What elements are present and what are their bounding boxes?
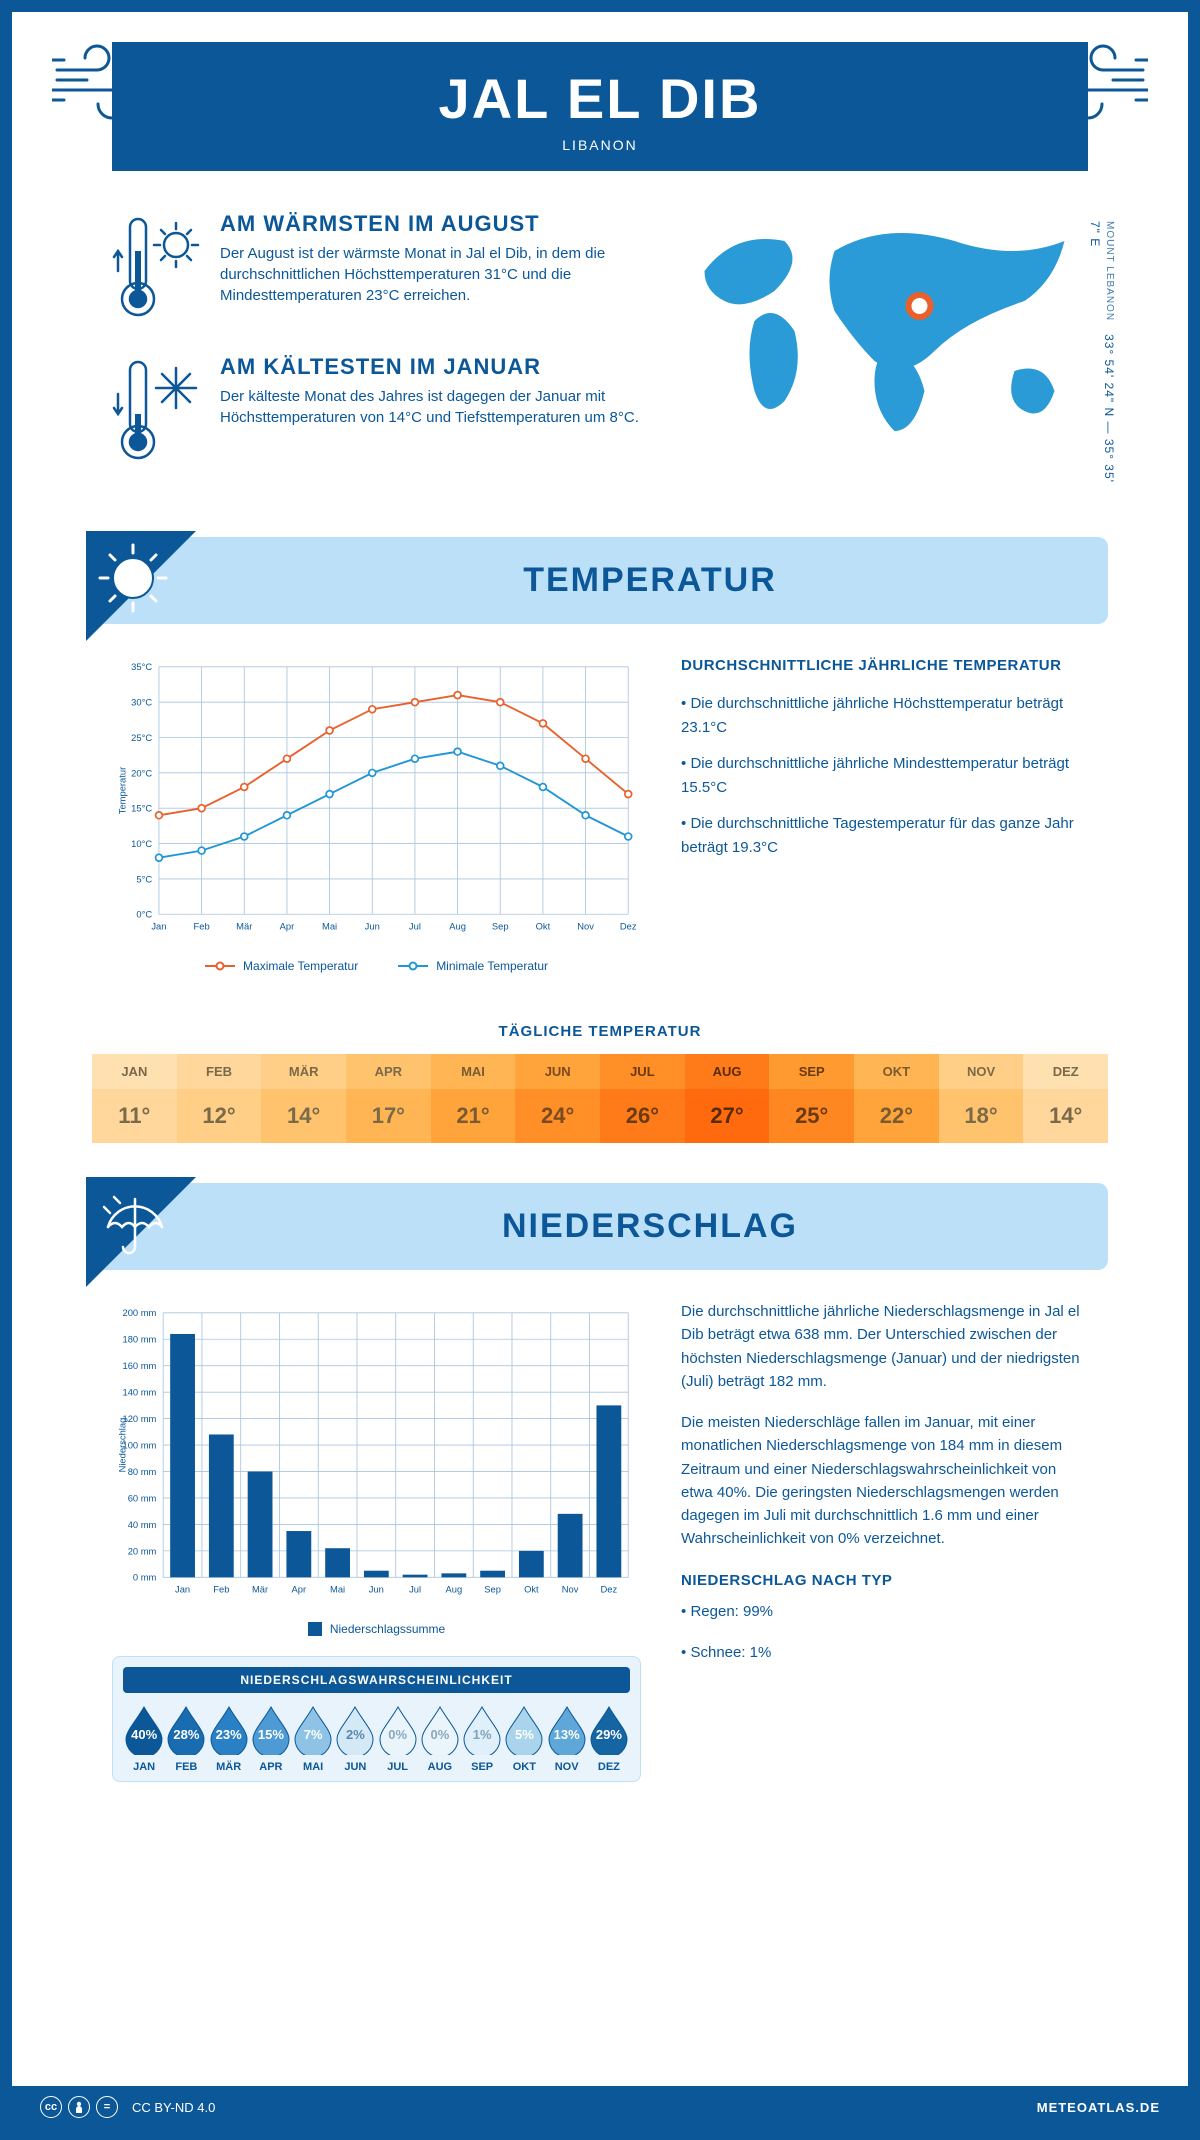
svg-text:160 mm: 160 mm <box>122 1361 156 1371</box>
svg-text:Jan: Jan <box>175 1585 190 1595</box>
svg-text:5°C: 5°C <box>136 874 152 884</box>
rain-prob-drop: 13% NOV <box>546 1705 588 1773</box>
svg-text:Sep: Sep <box>484 1585 501 1595</box>
svg-text:30°C: 30°C <box>131 698 152 708</box>
rain-prob-drop: 5% OKT <box>503 1705 545 1773</box>
svg-text:Okt: Okt <box>536 922 551 932</box>
warmest-text: Der August ist der wärmste Monat in Jal … <box>220 243 641 306</box>
thermometer-cold-icon <box>112 354 202 464</box>
temp-legend: Maximale Temperatur Minimale Temperatur <box>112 959 641 973</box>
svg-text:Sep: Sep <box>492 922 509 932</box>
rain-prob-drop: 0% AUG <box>419 1705 461 1773</box>
svg-text:40 mm: 40 mm <box>128 1520 157 1530</box>
daily-temp-cell: JUL 26° <box>600 1054 685 1143</box>
svg-text:Feb: Feb <box>194 922 210 932</box>
header: JAL EL DIB LIBANON <box>112 42 1088 171</box>
svg-text:0°C: 0°C <box>136 910 152 920</box>
svg-text:Dez: Dez <box>620 922 637 932</box>
footer: cc = CC BY-ND 4.0 METEOATLAS.DE <box>12 2086 1188 2128</box>
rain-band: NIEDERSCHLAG <box>92 1183 1108 1270</box>
svg-text:15°C: 15°C <box>131 804 152 814</box>
rain-prob-drop: 1% SEP <box>461 1705 503 1773</box>
rain-heading: NIEDERSCHLAG <box>232 1207 1068 1246</box>
daily-temp-cell: JAN 11° <box>92 1054 177 1143</box>
rain-text: Die durchschnittliche jährliche Niedersc… <box>681 1300 1088 1782</box>
svg-text:Okt: Okt <box>524 1585 539 1595</box>
rain-bar-chart: 0 mm20 mm40 mm60 mm80 mm100 mm120 mm140 … <box>112 1300 641 1607</box>
site-name: METEOATLAS.DE <box>1037 2100 1160 2115</box>
daily-temp-cell: OKT 22° <box>854 1054 939 1143</box>
temperature-heading: TEMPERATUR <box>232 561 1068 600</box>
temperature-band: TEMPERATUR <box>92 537 1108 624</box>
rain-prob-drop: 28% FEB <box>165 1705 207 1773</box>
svg-text:Jul: Jul <box>409 922 421 932</box>
daily-temp-cell: NOV 18° <box>939 1054 1024 1143</box>
daily-temp-cell: AUG 27° <box>685 1054 770 1143</box>
svg-text:Mai: Mai <box>330 1585 345 1595</box>
svg-text:Feb: Feb <box>213 1585 229 1595</box>
rain-legend: Niederschlagssumme <box>112 1622 641 1636</box>
svg-text:200 mm: 200 mm <box>122 1308 156 1318</box>
svg-text:Nov: Nov <box>577 922 594 932</box>
svg-text:20 mm: 20 mm <box>128 1546 157 1556</box>
coordinates: MOUNT LEBANON 33° 54' 24" N — 35° 35' 7"… <box>1088 221 1116 497</box>
svg-text:80 mm: 80 mm <box>128 1467 157 1477</box>
svg-text:Jul: Jul <box>409 1585 421 1595</box>
svg-text:25°C: 25°C <box>131 733 152 743</box>
temperature-text: DURCHSCHNITTLICHE JÄHRLICHE TEMPERATUR •… <box>681 654 1088 973</box>
sun-icon <box>98 543 168 613</box>
svg-text:180 mm: 180 mm <box>122 1335 156 1345</box>
svg-text:Niederschlag: Niederschlag <box>118 1418 128 1473</box>
rain-prob-drop: 40% JAN <box>123 1705 165 1773</box>
svg-text:140 mm: 140 mm <box>122 1388 156 1398</box>
svg-text:Dez: Dez <box>601 1585 618 1595</box>
temperature-line-chart: 0°C 5°C 10°C 15°C 20°C 25°C 30°C 35°C Jan Feb Mär A… <box>112 654 641 944</box>
svg-text:Jun: Jun <box>365 922 380 932</box>
warmest-title: AM WÄRMSTEN IM AUGUST <box>220 211 641 237</box>
page-subtitle: LIBANON <box>112 137 1088 153</box>
rain-prob-drop: 7% MAI <box>292 1705 334 1773</box>
svg-text:Mai: Mai <box>322 922 337 932</box>
world-map-icon <box>681 211 1088 451</box>
svg-text:60 mm: 60 mm <box>128 1493 157 1503</box>
rain-probability: NIEDERSCHLAGSWAHRSCHEINLICHKEIT 40% JAN … <box>112 1656 641 1782</box>
rain-prob-drop: 0% JUL <box>377 1705 419 1773</box>
umbrella-icon <box>98 1189 168 1259</box>
svg-text:Jun: Jun <box>369 1585 384 1595</box>
daily-temp-cell: MAI 21° <box>431 1054 516 1143</box>
daily-temp-cell: DEZ 14° <box>1023 1054 1108 1143</box>
coldest-text: Der kälteste Monat des Jahres ist dagege… <box>220 386 641 428</box>
daily-temp-cell: MÄR 14° <box>261 1054 346 1143</box>
rain-prob-drop: 2% JUN <box>334 1705 376 1773</box>
svg-text:Apr: Apr <box>280 922 295 932</box>
svg-text:Aug: Aug <box>446 1585 463 1595</box>
svg-text:Nov: Nov <box>562 1585 579 1595</box>
svg-text:Apr: Apr <box>292 1585 307 1595</box>
coldest-title: AM KÄLTESTEN IM JANUAR <box>220 354 641 380</box>
svg-text:Mär: Mär <box>252 1585 268 1595</box>
page-title: JAL EL DIB <box>112 66 1088 131</box>
svg-text:Mär: Mär <box>236 922 252 932</box>
rain-prob-drop: 29% DEZ <box>588 1705 630 1773</box>
daily-temp-table: JAN 11°FEB 12°MÄR 14°APR 17°MAI 21°JUN 2… <box>52 1054 1148 1143</box>
thermometer-hot-icon <box>112 211 202 321</box>
cc-license-icons: cc = CC BY-ND 4.0 <box>40 2096 215 2118</box>
rain-prob-drop: 23% MÄR <box>208 1705 250 1773</box>
daily-temp-cell: SEP 25° <box>769 1054 854 1143</box>
svg-text:Aug: Aug <box>449 922 466 932</box>
svg-text:0 mm: 0 mm <box>133 1573 157 1583</box>
daily-temp-cell: FEB 12° <box>177 1054 262 1143</box>
coldest-block: AM KÄLTESTEN IM JANUAR Der kälteste Mona… <box>112 354 641 469</box>
warmest-block: AM WÄRMSTEN IM AUGUST Der August ist der… <box>112 211 641 326</box>
daily-temp-cell: JUN 24° <box>515 1054 600 1143</box>
daily-temp-title: TÄGLICHE TEMPERATUR <box>52 1023 1148 1040</box>
svg-text:Jan: Jan <box>151 922 166 932</box>
svg-text:35°C: 35°C <box>131 662 152 672</box>
daily-temp-cell: APR 17° <box>346 1054 431 1143</box>
svg-text:10°C: 10°C <box>131 839 152 849</box>
svg-text:20°C: 20°C <box>131 768 152 778</box>
rain-prob-drop: 15% APR <box>250 1705 292 1773</box>
svg-text:Temperatur: Temperatur <box>118 767 128 814</box>
